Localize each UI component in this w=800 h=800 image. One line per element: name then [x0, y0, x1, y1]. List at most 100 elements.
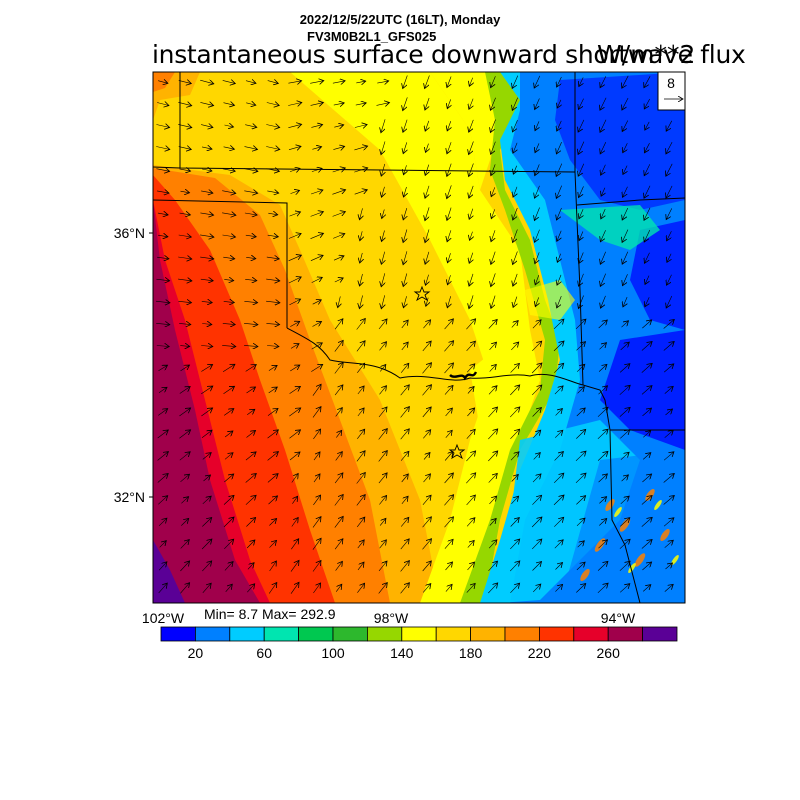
wind-vector — [335, 561, 343, 571]
wind-vector — [469, 273, 473, 286]
wind-vector — [490, 97, 496, 111]
colorbar-tick-label: 180 — [459, 645, 483, 661]
wind-vector — [333, 103, 344, 105]
wind-vector — [335, 408, 343, 417]
wind-vector — [600, 97, 607, 110]
wind-vector — [157, 430, 169, 439]
wind-vector — [600, 141, 607, 154]
wind-vector — [511, 475, 519, 482]
wind-vector — [644, 229, 651, 242]
wind-vector — [488, 561, 498, 572]
wind-vector — [292, 496, 297, 504]
wind-vector — [312, 322, 322, 327]
wind-vector — [244, 323, 258, 324]
wind-vector — [557, 207, 562, 220]
wind-vector — [666, 120, 673, 131]
colorbar-swatch — [366, 626, 403, 642]
wind-vector — [156, 191, 169, 193]
wind-vector — [422, 495, 431, 505]
wind-vector — [445, 408, 453, 417]
wind-vector — [378, 473, 387, 484]
wind-vector — [289, 299, 300, 306]
wind-vector — [310, 81, 324, 84]
wind-vector — [334, 473, 343, 484]
wind-vector — [356, 473, 366, 484]
wind-vector — [246, 431, 256, 438]
wind-vector — [597, 451, 608, 461]
wind-vector — [579, 186, 584, 197]
wind-vector — [381, 273, 385, 286]
wind-vector — [310, 103, 324, 106]
wind-vector — [333, 146, 344, 149]
wind-vector — [290, 582, 299, 594]
wind-vector — [532, 320, 541, 329]
wind-vector — [333, 256, 344, 260]
wind-vector — [510, 539, 519, 550]
wind-vector — [356, 81, 365, 83]
wind-vector — [488, 451, 497, 462]
colorbar-swatch — [332, 626, 368, 642]
wind-vector — [447, 76, 451, 88]
wind-vector — [642, 585, 651, 592]
wind-vector — [244, 213, 257, 215]
wind-vector — [422, 517, 432, 528]
wind-vector — [313, 474, 320, 483]
wind-vector — [180, 561, 189, 572]
wind-vector — [355, 103, 366, 105]
wind-vector — [201, 386, 213, 395]
wind-vector — [376, 103, 390, 106]
wind-vector — [378, 561, 387, 572]
wind-vector — [224, 474, 233, 483]
wind-vector — [178, 235, 192, 237]
wind-vector — [553, 341, 564, 352]
wind-vector — [382, 209, 385, 219]
wind-vector — [288, 81, 301, 83]
wind-vector — [576, 562, 585, 571]
wind-vector — [466, 319, 475, 330]
wind-vector — [467, 408, 474, 417]
wind-vector — [642, 320, 651, 329]
wind-vector — [600, 119, 607, 133]
wind-vector — [489, 496, 496, 505]
wind-vector — [444, 363, 454, 374]
lake-texoma — [449, 371, 478, 381]
wind-vector — [288, 124, 301, 127]
wind-vector — [312, 384, 321, 396]
wind-vector — [598, 386, 608, 395]
wind-vector — [311, 364, 322, 372]
wind-vector — [379, 386, 387, 395]
wind-vector — [266, 279, 280, 281]
wind-vector — [289, 408, 300, 417]
wind-vector — [557, 253, 560, 263]
wind-vector — [357, 562, 364, 571]
wind-vector — [535, 252, 540, 263]
wind-vector — [180, 540, 190, 549]
wind-vector — [357, 363, 364, 373]
wind-vector — [447, 120, 451, 131]
wind-vector — [360, 252, 363, 263]
wind-vector — [423, 320, 430, 329]
wind-vector — [555, 409, 563, 416]
colorbar-tick-label: 60 — [256, 645, 272, 661]
wind-vector — [467, 562, 475, 571]
colorbar-swatch — [194, 626, 231, 642]
wind-vector — [289, 452, 300, 461]
wind-vector — [200, 257, 214, 259]
wind-vector — [401, 342, 408, 351]
wind-vector — [577, 541, 585, 548]
wind-vector — [645, 297, 649, 307]
wind-vector — [179, 408, 190, 417]
wind-vector — [157, 213, 168, 215]
wind-vector — [513, 251, 518, 265]
wind-vector — [422, 341, 431, 352]
wind-vector — [579, 252, 584, 264]
wind-vector — [469, 98, 473, 110]
wind-vector — [491, 295, 496, 309]
wind-vector — [378, 451, 388, 462]
wind-vector — [310, 212, 324, 217]
wind-vector — [644, 76, 651, 87]
wind-vector — [400, 517, 409, 527]
wind-vector — [246, 518, 255, 527]
colorbar-swatch — [642, 626, 678, 642]
wind-vector — [334, 278, 343, 282]
